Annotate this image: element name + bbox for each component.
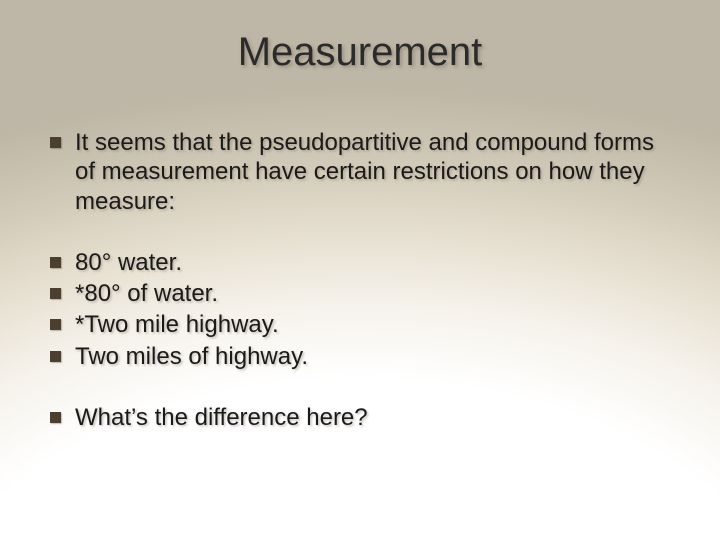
list-item: 80° water. <box>50 248 680 277</box>
list-item-text: Two miles of highway. <box>75 342 680 371</box>
square-bullet-icon <box>50 257 61 268</box>
slide: Measurement It seems that the pseudopart… <box>0 0 720 540</box>
square-bullet-icon <box>50 319 61 330</box>
list-item-text: *80° of water. <box>75 279 680 308</box>
list-item: *Two mile highway. <box>50 310 680 339</box>
list-item: What’s the difference here? <box>50 403 680 432</box>
square-bullet-icon <box>50 412 61 423</box>
list-item-text: It seems that the pseudopartitive and co… <box>75 128 680 216</box>
square-bullet-icon <box>50 351 61 362</box>
square-bullet-icon <box>50 288 61 299</box>
list-item-text: 80° water. <box>75 248 680 277</box>
slide-title: Measurement <box>0 30 720 75</box>
bullet-group: What’s the difference here? <box>50 403 680 432</box>
list-item-text: *Two mile highway. <box>75 310 680 339</box>
list-item: *80° of water. <box>50 279 680 308</box>
bullet-group: It seems that the pseudopartitive and co… <box>50 128 680 216</box>
square-bullet-icon <box>50 137 61 148</box>
list-item-text: What’s the difference here? <box>75 403 680 432</box>
list-item: It seems that the pseudopartitive and co… <box>50 128 680 216</box>
bullet-group: 80° water. *80° of water. *Two mile high… <box>50 248 680 371</box>
list-item: Two miles of highway. <box>50 342 680 371</box>
slide-body: It seems that the pseudopartitive and co… <box>50 128 680 464</box>
